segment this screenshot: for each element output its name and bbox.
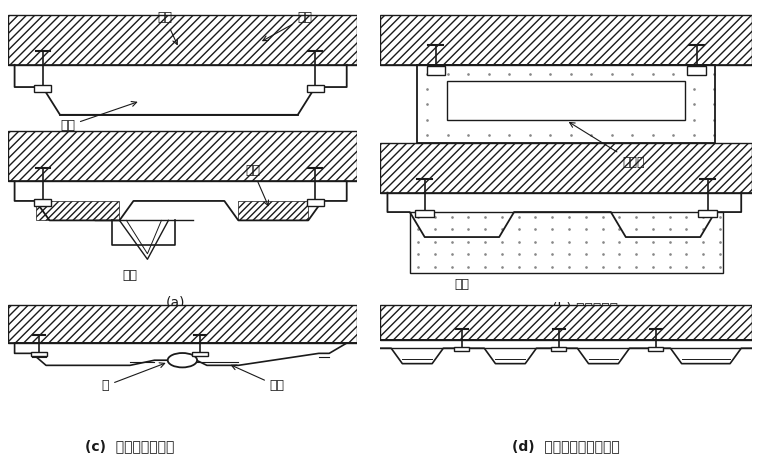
Bar: [8, 131, 357, 181]
Bar: [551, 347, 566, 351]
Bar: [380, 15, 752, 65]
Bar: [192, 352, 207, 357]
Text: (a): (a): [166, 295, 185, 309]
Bar: [417, 65, 715, 143]
Bar: [454, 347, 470, 351]
Bar: [380, 306, 752, 340]
Text: 栓材: 栓材: [232, 365, 285, 393]
Bar: [648, 347, 663, 351]
Text: 管: 管: [102, 363, 165, 393]
Bar: [380, 143, 752, 193]
Bar: [698, 210, 717, 217]
Bar: [33, 85, 51, 92]
Bar: [426, 66, 445, 75]
Bar: [306, 85, 324, 92]
Bar: [36, 201, 119, 220]
Text: 管材: 管材: [60, 101, 137, 132]
Bar: [447, 81, 686, 120]
Bar: [416, 210, 434, 217]
Bar: [8, 15, 357, 65]
Bar: [306, 199, 324, 206]
Bar: [31, 352, 47, 357]
Text: 隔热材: 隔热材: [569, 123, 644, 169]
Circle shape: [168, 353, 197, 368]
Text: (c)  管内可能清扫者: (c) 管内可能清扫者: [85, 439, 175, 453]
Text: 板材: 板材: [245, 164, 268, 206]
Text: (d)  管并列呈面状导水者: (d) 管并列呈面状导水者: [512, 439, 620, 453]
Bar: [33, 199, 51, 206]
Bar: [687, 66, 706, 75]
Text: (b) 使用隔热材: (b) 使用隔热材: [552, 301, 618, 315]
Text: 夹具: 夹具: [122, 269, 138, 282]
Bar: [8, 306, 357, 343]
Text: 锚栓: 锚栓: [157, 11, 177, 44]
Bar: [410, 212, 723, 273]
Text: 衬砌: 衬砌: [263, 11, 312, 41]
Bar: [239, 201, 309, 220]
Text: 夹具: 夹具: [454, 278, 470, 291]
